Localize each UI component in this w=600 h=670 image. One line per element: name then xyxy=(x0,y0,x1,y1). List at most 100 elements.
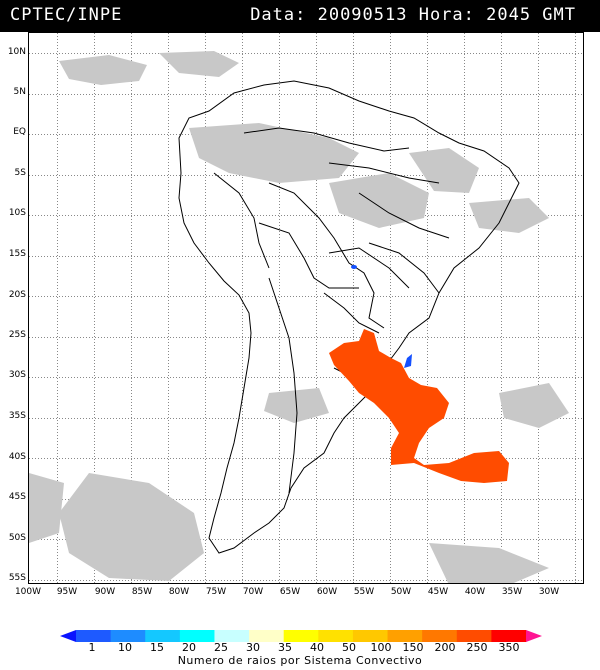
graticule-dot xyxy=(464,267,465,268)
graticule-dot xyxy=(168,225,169,226)
graticule-dot xyxy=(158,337,159,338)
graticule-dot xyxy=(390,303,391,304)
graticule-dot xyxy=(308,337,309,338)
graticule-dot xyxy=(427,117,428,118)
graticule-dot xyxy=(316,93,317,94)
graticule-dot xyxy=(427,48,428,49)
graticule-dot xyxy=(467,499,468,500)
graticule-dot xyxy=(152,215,153,216)
graticule-dot xyxy=(538,330,539,331)
graticule-dot xyxy=(80,337,81,338)
graticule-dot xyxy=(57,111,58,112)
graticule-dot xyxy=(390,312,391,313)
graticule-dot xyxy=(575,210,576,211)
graticule-dot xyxy=(131,432,132,433)
graticule-dot xyxy=(316,549,317,550)
graticule-dot xyxy=(316,456,317,457)
graticule-dot xyxy=(311,256,312,257)
graticule-dot xyxy=(470,499,471,500)
graticule-dot xyxy=(560,94,561,95)
graticule-dot xyxy=(35,94,36,95)
graticule-dot xyxy=(353,480,354,481)
graticule-dot xyxy=(389,256,390,257)
graticule-dot xyxy=(158,134,159,135)
graticule-dot xyxy=(57,300,58,301)
graticule-dot xyxy=(320,418,321,419)
graticule-dot xyxy=(62,377,63,378)
graticule-dot xyxy=(390,531,391,532)
graticule-dot xyxy=(57,462,58,463)
graticule-dot xyxy=(242,291,243,292)
graticule-dot xyxy=(575,315,576,316)
graticule-dot xyxy=(554,499,555,500)
graticule-dot xyxy=(131,84,132,85)
graticule-dot xyxy=(464,366,465,367)
graticule-dot xyxy=(242,309,243,310)
graticule-dot xyxy=(77,256,78,257)
graticule-dot xyxy=(353,471,354,472)
graticule-dot xyxy=(341,215,342,216)
graticule-dot xyxy=(316,216,317,217)
graticule-dot xyxy=(62,458,63,459)
graticule-dot xyxy=(527,458,528,459)
graticule-dot xyxy=(548,499,549,500)
graticule-dot xyxy=(215,296,216,297)
graticule-dot xyxy=(279,330,280,331)
graticule-dot xyxy=(575,411,576,412)
graticule-dot xyxy=(464,342,465,343)
graticule-dot xyxy=(427,348,428,349)
graticule-dot xyxy=(392,296,393,297)
graticule-dot xyxy=(390,81,391,82)
graticule-dot xyxy=(242,342,243,343)
graticule-dot xyxy=(170,458,171,459)
graticule-dot xyxy=(242,261,243,262)
graticule-dot xyxy=(215,175,216,176)
graticule-dot xyxy=(53,337,54,338)
graticule-dot xyxy=(551,499,552,500)
graticule-dot xyxy=(57,183,58,184)
graticule-dot xyxy=(365,499,366,500)
graticule-dot xyxy=(488,499,489,500)
graticule-dot xyxy=(538,324,539,325)
graticule-dot xyxy=(32,458,33,459)
graticule-dot xyxy=(242,531,243,532)
graticule-dot xyxy=(374,134,375,135)
graticule-dot xyxy=(263,256,264,257)
graticule-dot xyxy=(407,499,408,500)
graticule-dot xyxy=(57,306,58,307)
graticule-dot xyxy=(94,147,95,148)
graticule-dot xyxy=(461,337,462,338)
graticule-dot xyxy=(57,303,58,304)
graticule-dot xyxy=(203,94,204,95)
graticule-dot xyxy=(368,499,369,500)
graticule-dot xyxy=(242,423,243,424)
graticule-dot xyxy=(168,312,169,313)
graticule-dot xyxy=(242,306,243,307)
graticule-dot xyxy=(83,94,84,95)
graticule-dot xyxy=(205,474,206,475)
graticule-dot xyxy=(427,66,428,67)
graticule-dot xyxy=(65,499,66,500)
graticule-dot xyxy=(554,94,555,95)
graticule-dot xyxy=(110,175,111,176)
graticule-dot xyxy=(538,159,539,160)
graticule-dot xyxy=(476,499,477,500)
graticule-dot xyxy=(538,492,539,493)
graticule-dot xyxy=(551,53,552,54)
graticule-dot xyxy=(390,42,391,43)
graticule-dot xyxy=(488,94,489,95)
graticule-dot xyxy=(404,175,405,176)
graticule-dot xyxy=(575,75,576,76)
graticule-dot xyxy=(287,377,288,378)
graticule-dot xyxy=(338,296,339,297)
graticule-dot xyxy=(464,420,465,421)
graticule-dot xyxy=(242,576,243,577)
graticule-dot xyxy=(182,377,183,378)
graticule-dot xyxy=(131,141,132,142)
graticule-dot xyxy=(314,458,315,459)
graticule-dot xyxy=(575,507,576,508)
graticule-dot xyxy=(94,216,95,217)
graticule-dot xyxy=(427,207,428,208)
graticule-dot xyxy=(185,256,186,257)
graticule-dot xyxy=(275,458,276,459)
